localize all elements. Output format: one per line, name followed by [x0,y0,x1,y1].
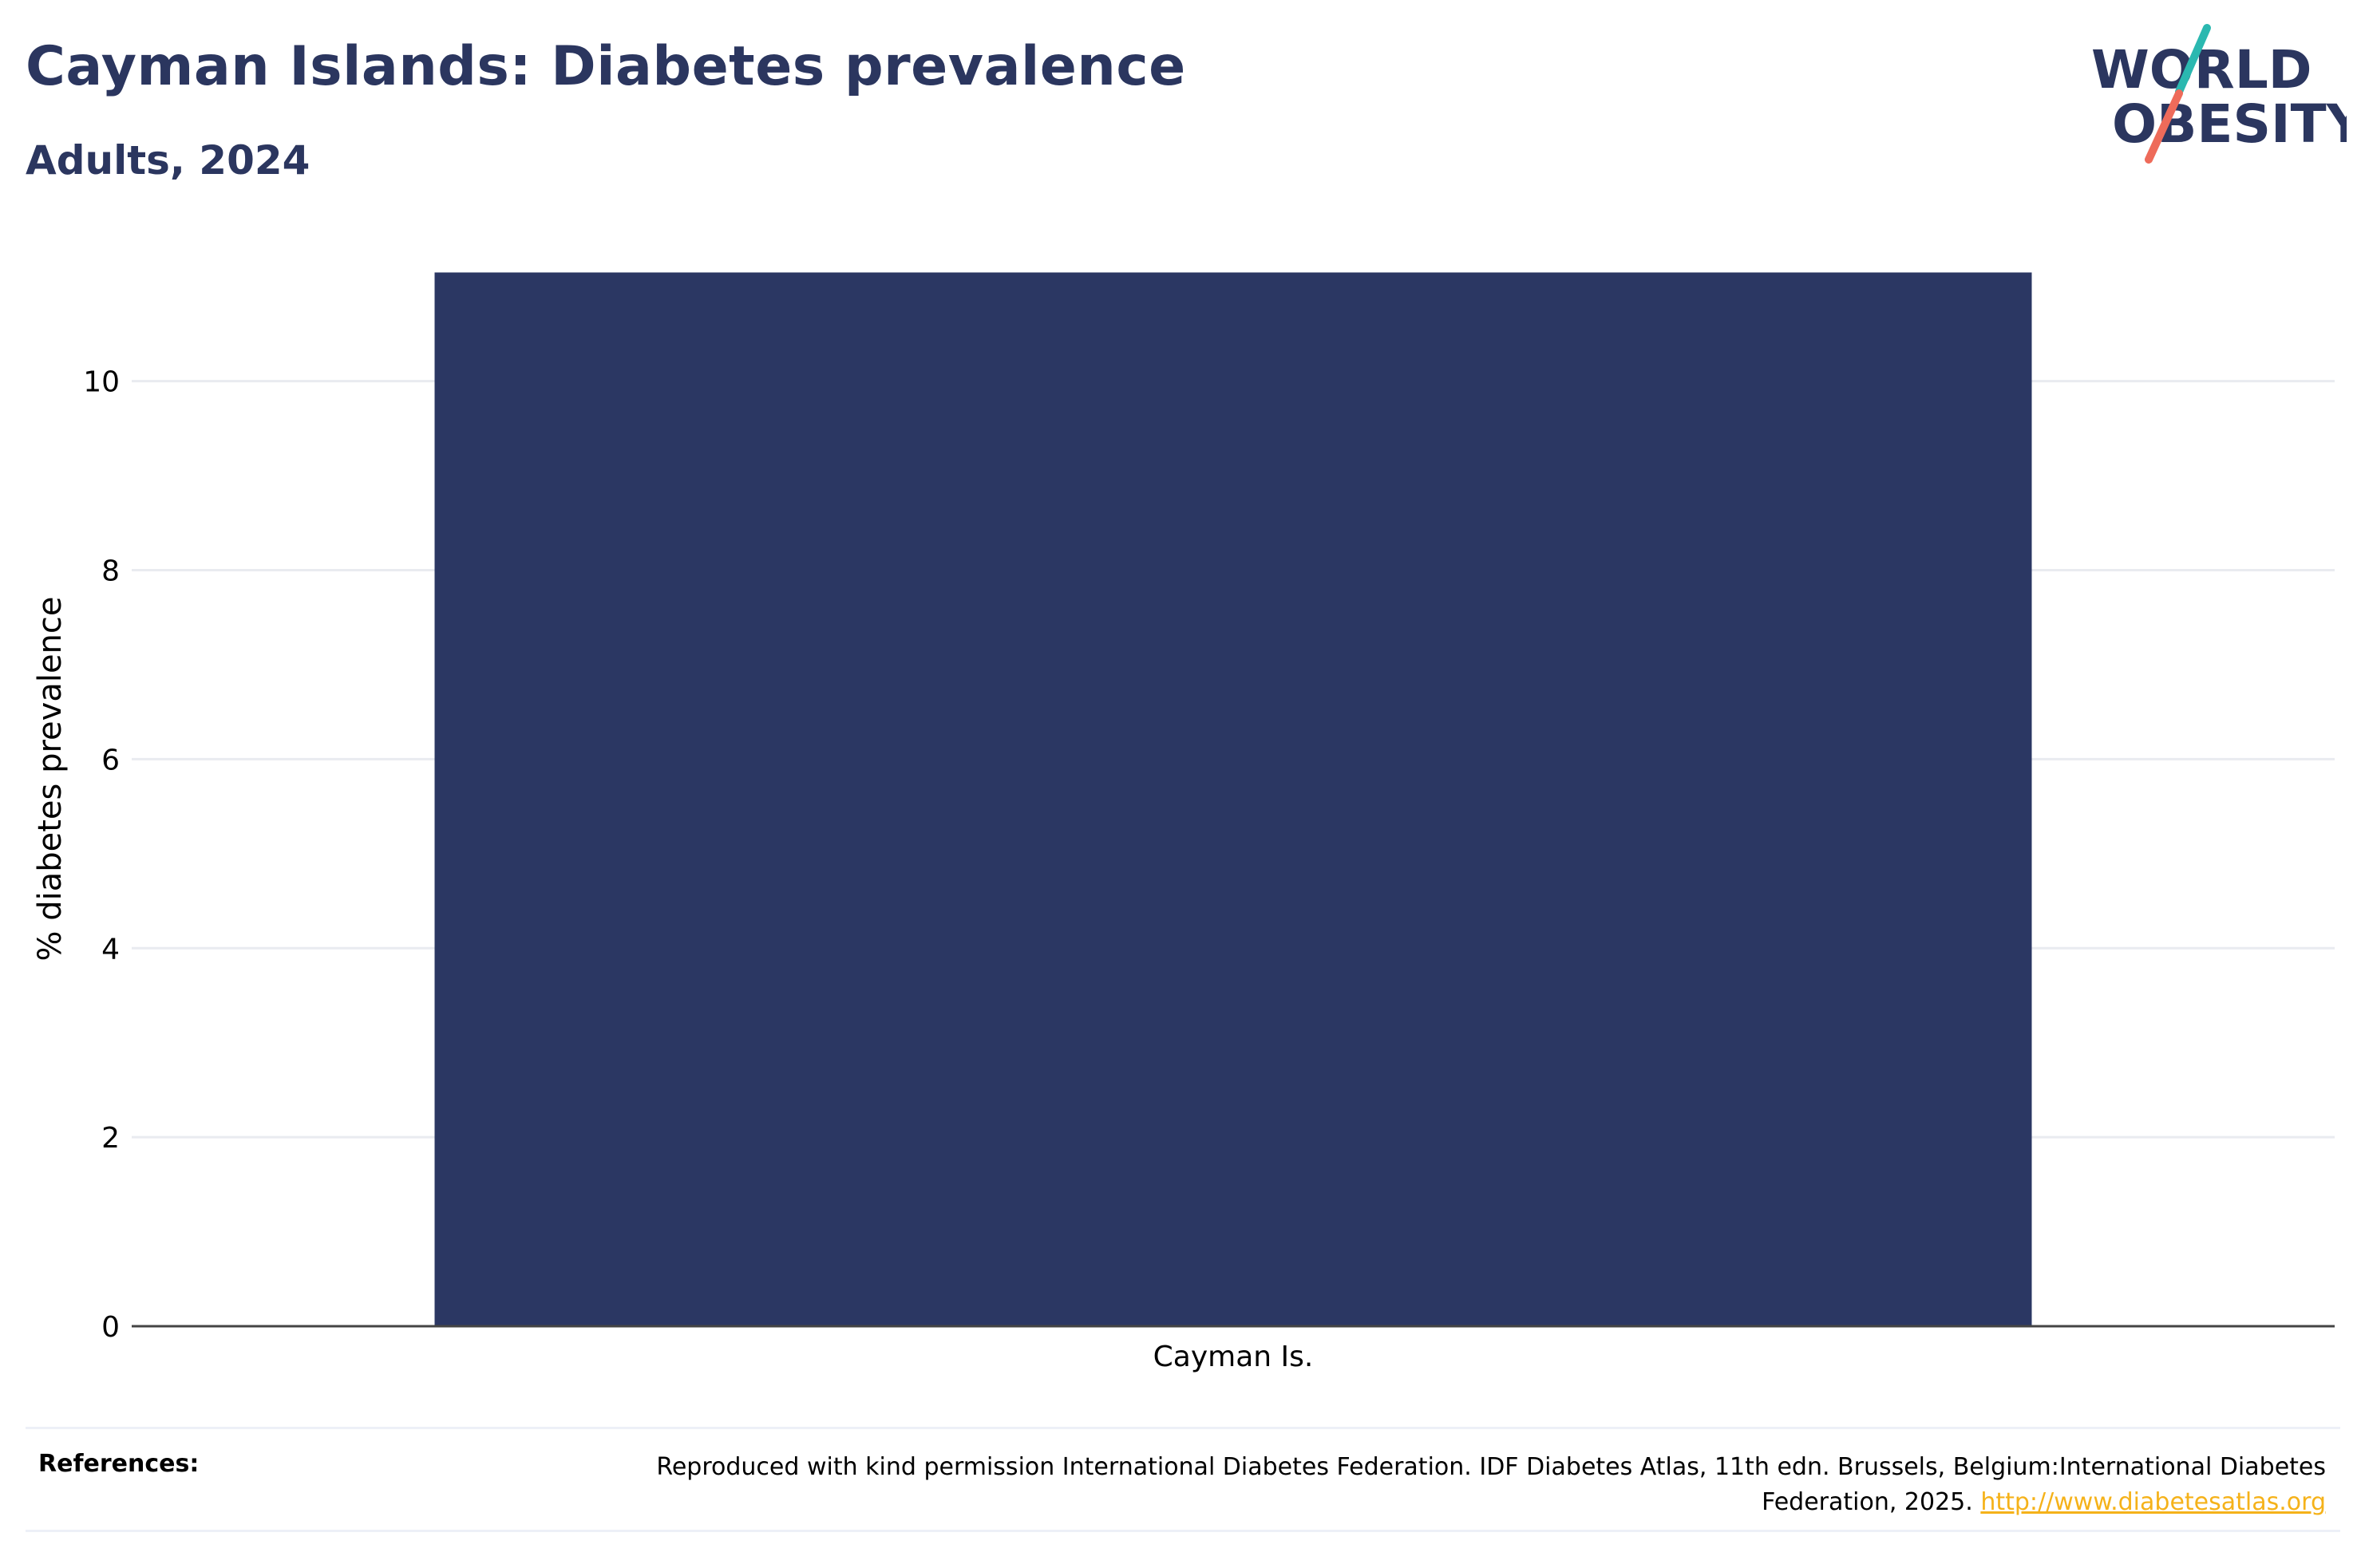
bar-chart: 0 2 4 6 8 10 Cayman Is. % diabetes prevalence [32,272,2335,1373]
chart-subtitle: Adults, 2024 [26,137,310,184]
y-tick-label: 8 [101,555,120,588]
bar [434,272,2032,1327]
bars [434,272,2032,1327]
logo-text-obesity: OBESITY [2112,93,2347,155]
x-tick-label: Cayman Is. [1153,1341,1314,1373]
y-axis-title: % diabetes prevalence [32,596,69,961]
chart-title: Cayman Islands: Diabetes prevalence [26,35,1186,98]
y-tick-label: 6 [101,744,120,776]
y-tick-label: 0 [101,1311,120,1344]
y-tick-label: 4 [101,933,120,966]
logo-slash-teal [2175,24,2211,96]
logo-slash-coral [2145,89,2183,164]
y-tick-label: 2 [101,1122,120,1155]
references-link[interactable]: http://www.diabetesatlas.org [1980,1488,2326,1516]
y-tick-label: 10 [83,366,120,399]
references-text-block: Reproduced with kind permission Internat… [650,1450,2326,1520]
references-section: References: Reproduced with kind permiss… [26,1427,2340,1532]
axes: 0 2 4 6 8 10 Cayman Is. % diabetes prevalence [32,366,2335,1373]
world-obesity-logo: WORLD OBESITY [2091,24,2347,164]
references-text: Reproduced with kind permission Internat… [656,1453,2326,1516]
references-label: References: [38,1450,200,1478]
